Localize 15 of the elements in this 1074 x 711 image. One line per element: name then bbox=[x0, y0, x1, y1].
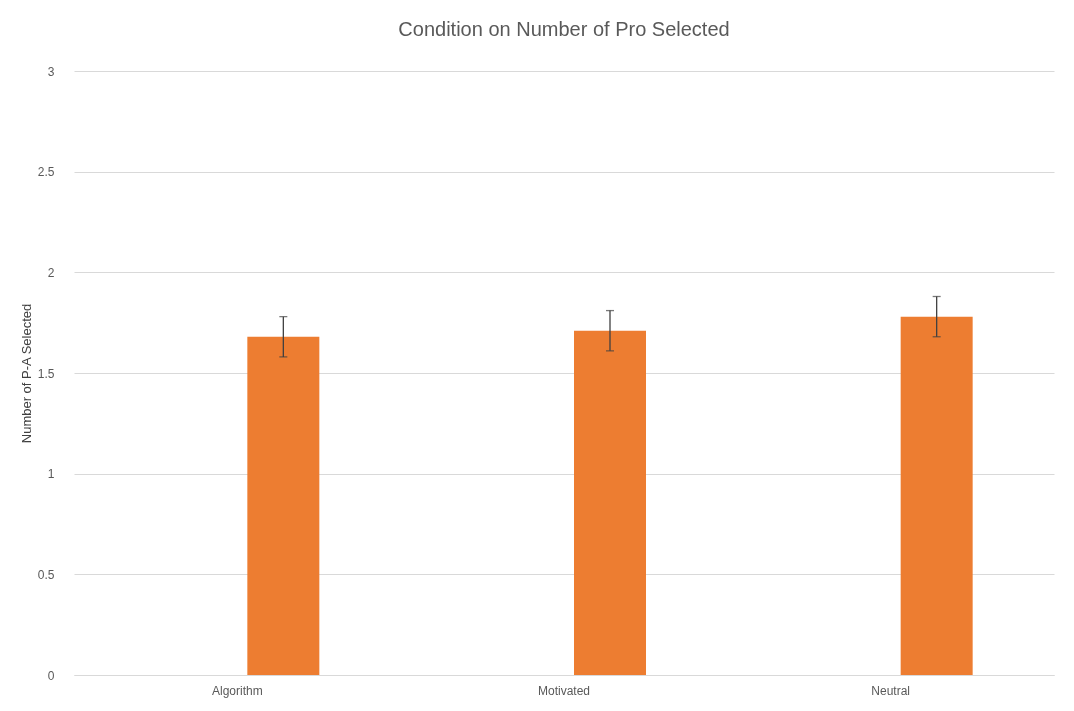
y-axis-title: Number of P-A Selected bbox=[18, 303, 34, 444]
y-tick-label: 3 bbox=[47, 64, 55, 79]
y-tick-label: 2 bbox=[47, 265, 55, 280]
chart-title: Condition on Number of Pro Selected bbox=[398, 18, 730, 40]
y-tick-label: 1 bbox=[47, 467, 55, 482]
y-tick-label: 1.5 bbox=[37, 366, 55, 381]
y-tick-label: 0.5 bbox=[37, 567, 55, 582]
bar bbox=[900, 316, 973, 675]
y-tick-label: 2.5 bbox=[37, 165, 55, 180]
x-tick-label: Algorithm bbox=[211, 683, 263, 698]
y-tick-label: 0 bbox=[47, 668, 55, 683]
x-tick-label: Motivated bbox=[537, 683, 591, 698]
bar bbox=[574, 330, 646, 675]
x-tick-label: Neutral bbox=[871, 683, 911, 698]
bar bbox=[247, 336, 320, 675]
